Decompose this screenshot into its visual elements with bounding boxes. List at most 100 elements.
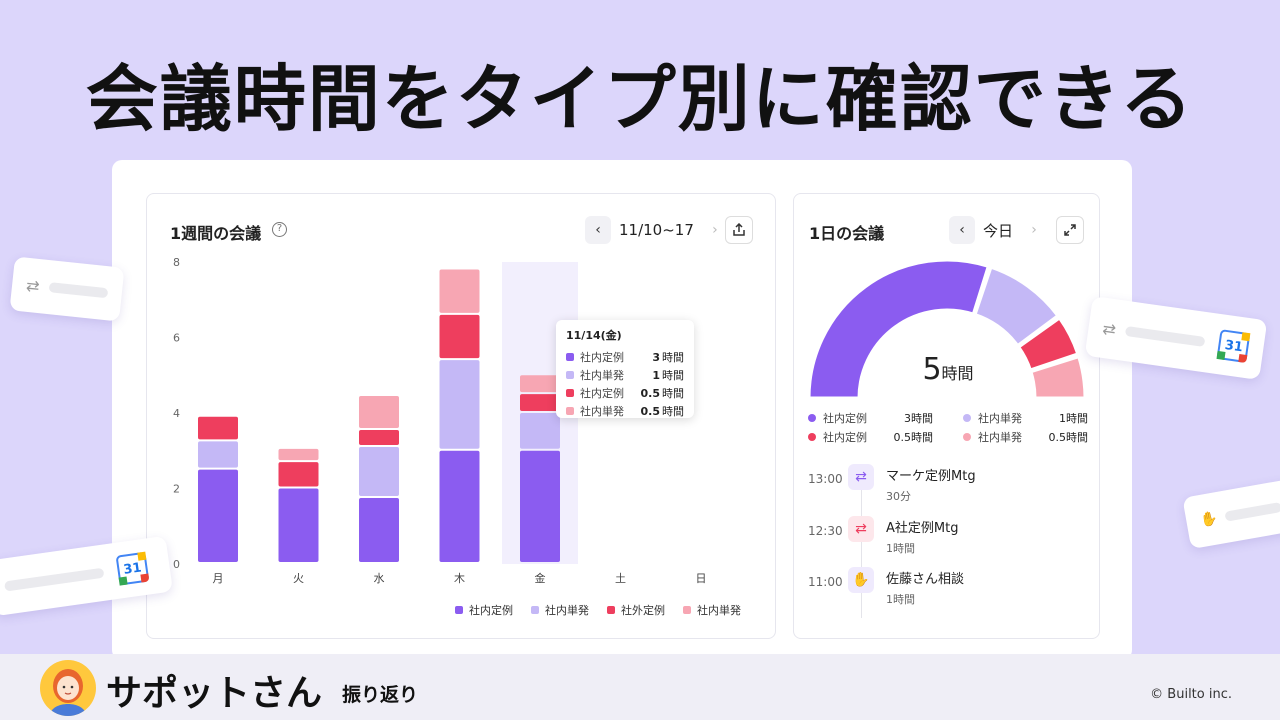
tooltip-swatch [566,353,574,361]
bar-segment[interactable] [359,497,399,562]
floating-card-bar [1125,326,1206,348]
event-duration: 1時間 [886,542,915,555]
tooltip-title: 11/14(金) [566,329,622,342]
bar-segment[interactable] [198,469,238,562]
bar-segment[interactable] [198,416,238,440]
bar-segment[interactable] [439,314,480,359]
bar-segment[interactable] [439,360,480,449]
week-navigation: ‹ 11/10~17 › [585,216,728,244]
x-tick-label: 月 [213,572,224,585]
daily-legend: 社内定例 3 時間 社内単発 1 時間 社内定例 0.5 時間 社内単発 0.5 時間 [808,410,1088,445]
tooltip-unit: 時間 [662,351,684,364]
daily-legend-swatch [963,433,971,441]
daily-legend-value: 1 [1059,411,1066,425]
donut-segment[interactable] [807,258,990,400]
prev-week-button[interactable]: ‹ [585,216,611,244]
y-tick-label: 6 [173,332,180,345]
event-item[interactable]: 13:00 ⇄ マーケ定例Mtg 30分 [808,464,976,504]
daily-legend-item: 社内単発 1 時間 [963,410,1088,426]
google-calendar-icon: 31 [1216,329,1251,364]
tooltip-value: 0.5 [640,386,661,400]
tooltip-label: 社内単発 [580,369,624,382]
copyright: © Builto inc. [1150,687,1232,702]
expand-button[interactable] [1056,216,1084,244]
event-item[interactable]: 12:30 ⇄ A社定例Mtg 1時間 [808,516,958,556]
y-tick-label: 8 [173,256,180,269]
weekly-card-title: 1週間の会議 [170,224,262,243]
event-title: 佐藤さん相談 [886,572,965,587]
tooltip-swatch [566,407,574,415]
daily-legend-label: 社内単発 [978,431,1022,444]
x-tick-label: 金 [535,571,546,585]
daily-legend-label: 社内定例 [823,431,867,444]
export-button[interactable] [725,216,753,244]
daily-legend-item: 社内定例 3 時間 [808,410,933,426]
gcal-green-corner [118,576,128,586]
week-range-label: 11/10~17 [619,221,694,239]
bar-segment[interactable] [278,462,319,487]
event-time: 13:00 [808,472,843,486]
legend-swatch [455,606,463,614]
donut-total-unit: 時間 [941,364,974,383]
tooltip-unit: 時間 [662,405,684,418]
tooltip-value: 1 [652,368,660,382]
x-tick-label: 火 [293,572,304,585]
prev-day-button[interactable]: ‹ [949,216,975,244]
daily-legend-label: 社内定例 [823,412,867,425]
expand-icon [1064,224,1076,236]
bar-segment[interactable] [439,450,480,562]
avatar [40,660,96,716]
bar-segment[interactable] [198,441,238,468]
legend-item: 社内単発 [683,602,741,618]
legend-item: 社内定例 [455,602,513,618]
bar-segment[interactable] [520,394,560,411]
chart-legend: 社内定例 社内単発 社外定例 社内単発 [455,602,741,618]
bar-segment[interactable] [278,448,319,461]
donut-segment[interactable] [1029,355,1087,400]
tooltip-unit: 時間 [662,369,684,382]
event-item[interactable]: 11:00 ✋ 佐藤さん相談 1時間 [808,567,964,607]
daily-legend-unit: 時間 [911,431,933,444]
help-circle-icon[interactable]: ? [272,222,287,237]
x-tick-label: 木 [454,572,465,585]
next-week-button[interactable]: › [712,222,718,238]
google-calendar-icon: 31 [115,551,150,586]
daily-legend-swatch [808,433,816,441]
bar-segment[interactable] [359,429,399,445]
tooltip-row: 社内単発 1 時間 [566,366,684,384]
x-tick-label: 日 [696,572,707,585]
repeat-icon: ⇄ [25,275,41,296]
bar-segment[interactable] [439,269,480,313]
donut-segment[interactable] [1017,316,1080,372]
daily-legend-unit: 時間 [911,412,933,425]
legend-swatch [683,606,691,614]
y-tick-label: 0 [173,558,180,571]
bar-segment[interactable] [359,446,399,496]
donut-segment[interactable] [973,265,1060,348]
next-day-button[interactable]: › [1031,222,1037,238]
legend-label: 社外定例 [621,604,665,617]
bar-segment[interactable] [520,375,560,393]
floating-card-bar [1224,501,1280,522]
legend-swatch [607,606,615,614]
tooltip-swatch [566,389,574,397]
hand-icon: ✋ [848,567,874,593]
legend-label: 社内定例 [469,604,513,617]
event-time: 12:30 [808,524,843,538]
mascot-illustration [50,669,86,716]
bar-segment[interactable] [520,450,560,562]
bar-segment[interactable] [278,488,319,563]
gcal-green-corner [1216,350,1226,361]
event-time: 11:00 [808,575,843,589]
bar-segment[interactable] [359,396,399,428]
headline: 会議時間をタイプ別に確認できる [85,57,1195,141]
daily-legend-unit: 時間 [1066,412,1088,425]
tooltip-value: 3 [652,350,660,364]
bar-segment[interactable] [520,413,560,449]
tooltip-label: 社内定例 [580,387,624,400]
share-icon [733,223,745,236]
legend-swatch [531,606,539,614]
x-tick-label: 土 [615,572,626,585]
y-tick-label: 2 [173,483,180,496]
daily-legend-value: 0.5 [1048,430,1067,444]
